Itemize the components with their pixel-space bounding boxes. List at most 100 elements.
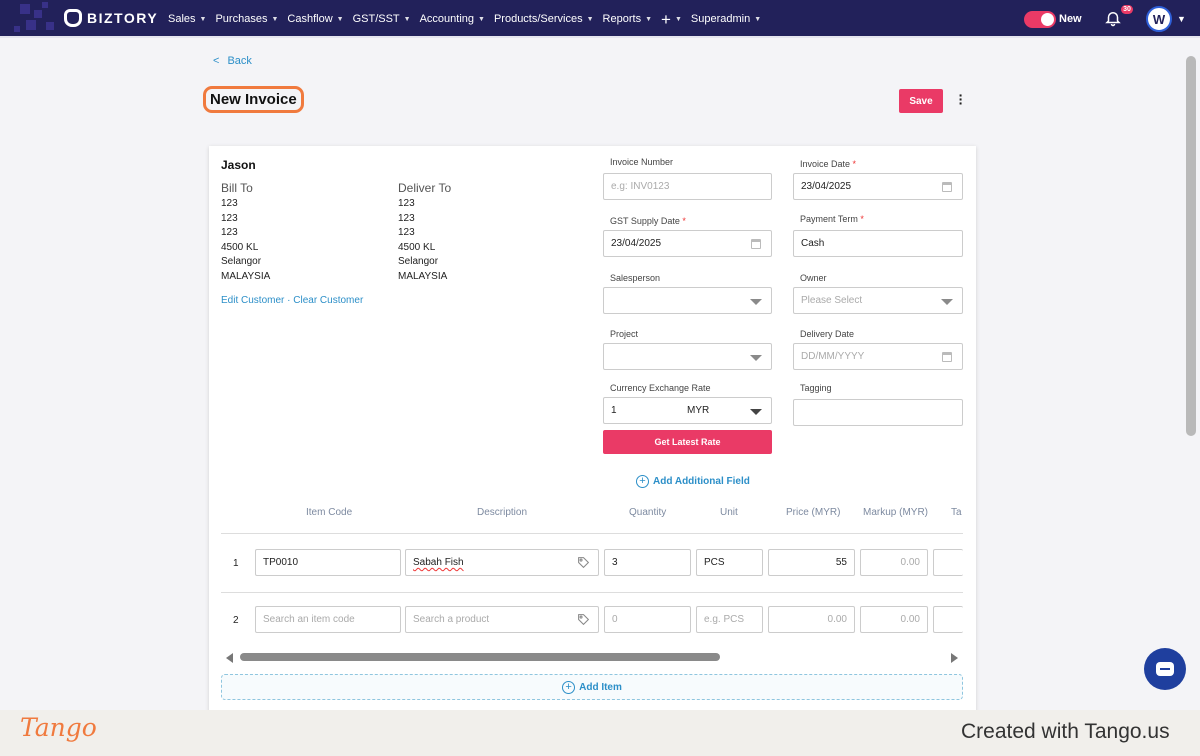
new-ui-toggle[interactable] [1024,11,1056,28]
dropdown-arrow-icon[interactable] [750,409,762,415]
tag-icon[interactable] [577,556,590,569]
add-additional-field-button[interactable]: + Add Additional Field [636,475,750,488]
bell-icon[interactable] [1104,9,1122,27]
logo-icon [64,9,82,27]
column-header-markup: Markup (MYR) [863,507,929,518]
scroll-left-icon[interactable] [226,653,233,663]
unit-input[interactable]: e.g. PCS [696,606,763,633]
description-input[interactable]: Sabah Fish [405,549,599,576]
add-field-label: Add Additional Field [653,476,750,487]
menu-label: Purchases [215,13,268,25]
currency-select[interactable]: MYR [687,405,710,416]
row-number: 2 [233,615,239,626]
edit-customer-link[interactable]: Edit Customer [221,295,285,306]
menu-products-services[interactable]: Products/Services ▼ [494,13,594,25]
project-select[interactable] [603,343,772,370]
avatar[interactable]: W [1146,6,1172,32]
project-label: Project [610,329,639,339]
menu-quick-add[interactable]: + ▼ [661,11,682,28]
menu-cashflow[interactable]: Cashflow ▼ [287,13,343,25]
menu-label: Sales [168,13,196,25]
gst-supply-date-input[interactable]: 23/04/2025 [603,230,772,257]
quantity-input[interactable]: 3 [604,549,691,576]
field-placeholder: Search a product [413,614,490,625]
clear-customer-link[interactable]: Clear Customer [293,295,364,306]
markup-input[interactable]: 0.00 [860,549,928,576]
currency-rate-input[interactable]: 1 MYR [603,397,772,424]
address-line: MALAYSIA [221,270,271,282]
payment-term-input[interactable]: Cash [793,230,963,257]
description-input[interactable]: Search a product [405,606,599,633]
more-options-icon[interactable]: · · · [958,87,964,111]
caret-down-icon: ▼ [478,15,485,23]
scrollbar-thumb[interactable] [240,653,720,661]
link-separator: · [284,295,294,306]
menu-sales[interactable]: Sales ▼ [168,13,206,25]
address-line: 123 [398,227,415,238]
delivery-date-input[interactable]: DD/MM/YYYY [793,343,963,370]
required-mark: * [860,214,864,224]
dropdown-arrow-icon [750,299,762,305]
save-button[interactable]: Save [899,89,943,113]
calendar-icon[interactable] [751,239,761,249]
row-number: 1 [233,558,239,569]
item-code-input[interactable]: Search an item code [255,606,401,633]
tag-icon[interactable] [577,613,590,626]
plus-circle-icon: + [636,475,649,488]
payment-term-label: Payment Term * [800,214,864,224]
deliver-to-heading: Deliver To [398,181,452,195]
item-code-input[interactable]: TP0010 [255,549,401,576]
caret-down-icon: ▼ [645,15,653,23]
dropdown-arrow-icon [941,299,953,305]
price-input[interactable]: 55 [768,549,855,576]
invoice-date-input[interactable]: 23/04/2025 [793,173,963,200]
tango-footer [0,710,1200,756]
page-vertical-scrollbar[interactable] [1186,56,1196,436]
tax-input[interactable] [933,606,963,633]
calendar-icon[interactable] [942,352,952,362]
add-item-button[interactable]: + Add Item [221,674,963,700]
toggle-label: New [1059,13,1082,25]
price-input[interactable]: 0.00 [768,606,855,633]
quantity-input[interactable]: 0 [604,606,691,633]
salesperson-select[interactable] [603,287,772,314]
brand-logo[interactable]: BIZTORY [64,9,158,27]
menu-gst-sst[interactable]: GST/SST ▼ [353,13,411,25]
menu-accounting[interactable]: Accounting ▼ [420,13,485,25]
menu-purchases[interactable]: Purchases ▼ [215,13,278,25]
owner-select[interactable]: Please Select [793,287,963,314]
customer-name: Jason [221,158,256,172]
bill-to-heading: Bill To [221,181,253,195]
invoice-number-input[interactable]: e.g: INV0123 [603,173,772,200]
unit-input[interactable]: PCS [696,549,763,576]
required-mark: * [682,216,686,226]
get-latest-rate-button[interactable]: Get Latest Rate [603,430,772,454]
column-header-price: Price (MYR) [786,507,841,518]
menu-label: Accounting [419,13,475,25]
delivery-date-label: Delivery Date [800,329,855,339]
address-line: 123 [398,198,415,209]
label-text: Payment Term [800,214,858,224]
column-header-tax: Ta [951,507,962,518]
required-mark: * [852,159,857,169]
customer-links: Edit Customer · Clear Customer [221,295,363,306]
back-link[interactable]: < Back [213,55,252,67]
chevron-down-icon[interactable]: ▼ [1177,14,1186,24]
table-horizontal-scrollbar[interactable] [221,650,963,664]
address-line: 123 [221,227,238,238]
menu-reports[interactable]: Reports ▼ [603,13,652,25]
chevron-left-icon: < [213,55,220,67]
menu-label: Products/Services [493,13,583,25]
chat-widget-button[interactable] [1144,648,1186,690]
caret-down-icon: ▼ [586,15,594,23]
menu-superadmin[interactable]: Superadmin ▼ [691,13,761,25]
tax-input[interactable] [933,549,963,576]
calendar-icon[interactable] [942,182,952,192]
plus-circle-icon: + [562,680,576,694]
tagging-input[interactable] [793,399,963,426]
scroll-right-icon[interactable] [951,653,958,663]
field-value: 23/04/2025 [611,238,662,249]
markup-input[interactable]: 0.00 [860,606,928,633]
address-line: MALAYSIA [398,270,448,282]
bill-to-address: Bill To 123 123 123 4500 KL Selangor MAL… [221,180,270,284]
